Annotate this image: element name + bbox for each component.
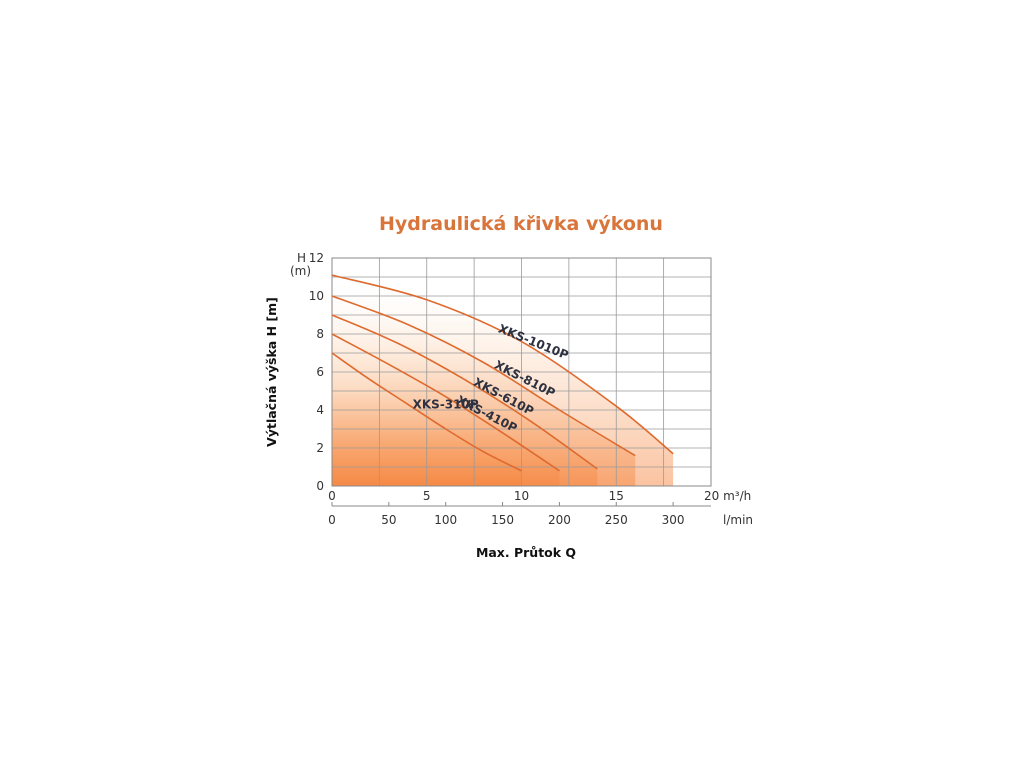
x-tick-label-lmin: 300 bbox=[662, 513, 685, 527]
y-tick-label: 2 bbox=[316, 441, 324, 455]
x-tick-label-m3h: 10 bbox=[514, 489, 529, 503]
y-axis-label: Výtlačná výška H [m] bbox=[264, 297, 279, 447]
series-line bbox=[331, 352, 522, 472]
series-label: XKS-310P bbox=[413, 397, 479, 411]
series-line bbox=[331, 274, 674, 455]
chart-title: Hydraulická křivka výkonu bbox=[379, 213, 663, 235]
y-axis-unit-top: H bbox=[297, 251, 306, 265]
curve-fills bbox=[332, 275, 674, 486]
y-tick-label: 0 bbox=[316, 479, 324, 493]
series-curves bbox=[331, 274, 674, 472]
plot-frame bbox=[331, 257, 712, 487]
x-tick-label-m3h: 0 bbox=[328, 489, 336, 503]
x-tick-label-lmin: 250 bbox=[605, 513, 628, 527]
series-line bbox=[331, 295, 636, 457]
y-axis-unit-bottom: (m) bbox=[290, 264, 311, 278]
y-tick-labels: 0 2 4 6 8 10 12 bbox=[309, 251, 324, 493]
x-unit-secondary: l/min bbox=[723, 513, 753, 527]
x-axis-label: Max. Průtok Q bbox=[476, 545, 576, 560]
y-tick-label: 12 bbox=[309, 251, 324, 265]
x-tick-label-lmin: 100 bbox=[434, 513, 457, 527]
y-tick-label: 8 bbox=[316, 327, 324, 341]
x-tick-label-m3h: 15 bbox=[609, 489, 624, 503]
x-tick-labels-m3h: 0 5 10 15 bbox=[328, 489, 624, 503]
series-line bbox=[331, 333, 560, 472]
x-unit-primary: 20 m³/h bbox=[704, 489, 751, 503]
x-tick-labels-lmin: 0 50 100 150 200 250 300 bbox=[328, 502, 685, 527]
y-tick-label: 6 bbox=[316, 365, 324, 379]
x-tick-label-lmin: 200 bbox=[548, 513, 571, 527]
y-tick-label: 4 bbox=[316, 403, 324, 417]
x-tick-label-m3h: 5 bbox=[423, 489, 431, 503]
x-tick-label-lmin: 150 bbox=[491, 513, 514, 527]
series-line bbox=[331, 314, 598, 470]
x-tick-label-lmin: 0 bbox=[328, 513, 336, 527]
x-tick-label-lmin: 50 bbox=[381, 513, 396, 527]
y-tick-label: 10 bbox=[309, 289, 324, 303]
